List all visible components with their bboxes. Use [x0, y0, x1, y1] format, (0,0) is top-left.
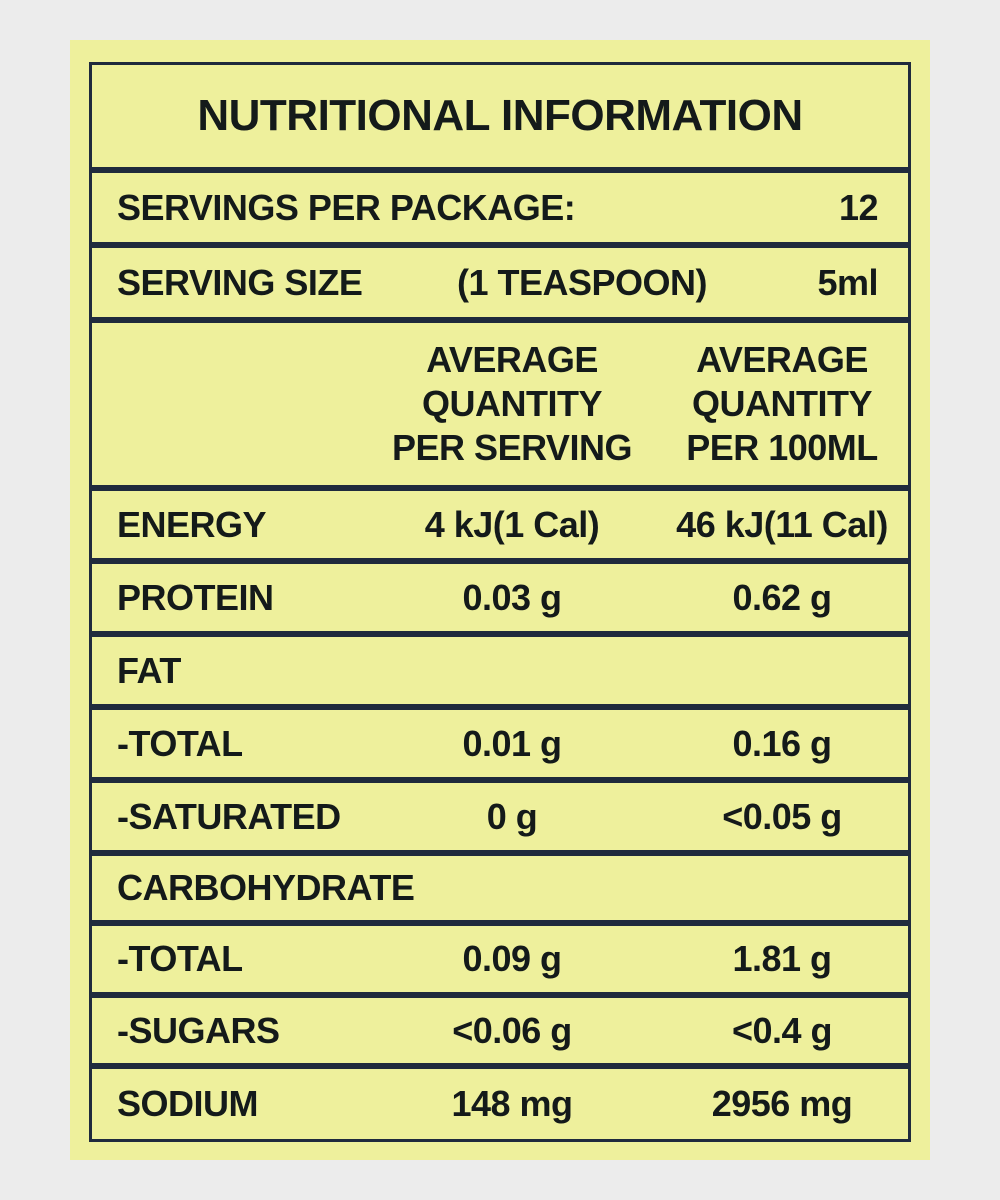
per-serving-value: <0.06 g — [452, 1009, 572, 1051]
serving-size-label: SERVING SIZE — [117, 261, 363, 303]
per-100ml-value: 0.62 g — [732, 576, 832, 618]
title-row: NUTRITIONAL INFORMATION — [92, 65, 908, 173]
per-serving-value: 0.09 g — [462, 938, 562, 979]
per-100ml-value: <0.05 g — [722, 795, 842, 837]
table-row: -TOTAL 0.09 g 1.81 g — [92, 926, 908, 998]
per-serving-value: 0 g — [486, 795, 538, 837]
column-header-row: AVERAGE QUANTITY PER SERVING AVERAGE QUA… — [92, 323, 908, 491]
header-per-serving: AVERAGE QUANTITY PER SERVING — [362, 323, 662, 485]
per-serving-value — [362, 856, 662, 920]
table-row: -SUGARS <0.06 g <0.4 g — [92, 998, 908, 1069]
nutrition-table: NUTRITIONAL INFORMATION SERVINGS PER PAC… — [89, 62, 911, 1142]
serving-size-value: 5ml — [817, 261, 878, 303]
table-title: NUTRITIONAL INFORMATION — [197, 91, 803, 140]
nutrient-label: -TOTAL — [117, 722, 243, 764]
nutrient-label: PROTEIN — [117, 576, 274, 618]
header-per-100ml-line: PER 100ML — [686, 427, 878, 468]
nutrition-label-panel: NUTRITIONAL INFORMATION SERVINGS PER PAC… — [70, 40, 930, 1160]
serving-size-row: SERVING SIZE (1 TEASPOON) 5ml — [92, 248, 908, 323]
per-100ml-value — [662, 637, 902, 704]
nutrient-label: ENERGY — [117, 503, 267, 545]
nutrient-label: SODIUM — [117, 1083, 259, 1124]
header-per-100ml-line: QUANTITY — [692, 383, 873, 424]
nutrient-label: CARBOHYDRATE — [117, 867, 415, 908]
per-100ml-value: 2956 mg — [711, 1083, 853, 1124]
servings-per-package-value: 12 — [838, 186, 879, 228]
per-serving-value — [362, 637, 662, 704]
per-100ml-value: 46 kJ(11 Cal) — [676, 503, 888, 545]
table-row: CARBOHYDRATE — [92, 856, 908, 926]
per-serving-value: 0.01 g — [462, 722, 562, 764]
per-100ml-value — [662, 856, 902, 920]
header-per-serving-line: AVERAGE — [426, 339, 598, 380]
header-per-serving-line: PER SERVING — [392, 427, 632, 468]
per-100ml-value: 0.16 g — [732, 722, 832, 764]
table-row: PROTEIN 0.03 g 0.62 g — [92, 564, 908, 637]
table-row: -SATURATED 0 g <0.05 g — [92, 783, 908, 856]
per-100ml-value: <0.4 g — [731, 1009, 833, 1051]
header-per-100ml-line: AVERAGE — [696, 339, 868, 380]
nutrient-label: FAT — [117, 649, 181, 691]
per-100ml-value: 1.81 g — [732, 938, 832, 979]
header-per-serving-line: QUANTITY — [422, 383, 603, 424]
serving-size-desc: (1 TEASPOON) — [457, 261, 708, 303]
nutrient-label: -SUGARS — [117, 1009, 280, 1051]
servings-per-package-label: SERVINGS PER PACKAGE: — [117, 186, 576, 228]
servings-per-package-row: SERVINGS PER PACKAGE: 12 — [92, 173, 908, 248]
nutrient-label: -SATURATED — [117, 795, 341, 837]
nutrient-label: -TOTAL — [117, 938, 243, 979]
table-row: -TOTAL 0.01 g 0.16 g — [92, 710, 908, 783]
header-per-100ml: AVERAGE QUANTITY PER 100ML — [662, 323, 902, 485]
per-serving-value: 4 kJ(1 Cal) — [424, 503, 600, 545]
table-row: SODIUM 148 mg 2956 mg — [92, 1069, 908, 1139]
per-serving-value: 0.03 g — [462, 576, 562, 618]
table-row: ENERGY 4 kJ(1 Cal) 46 kJ(11 Cal) — [92, 491, 908, 564]
table-row: FAT — [92, 637, 908, 710]
per-serving-value: 148 mg — [451, 1083, 573, 1124]
